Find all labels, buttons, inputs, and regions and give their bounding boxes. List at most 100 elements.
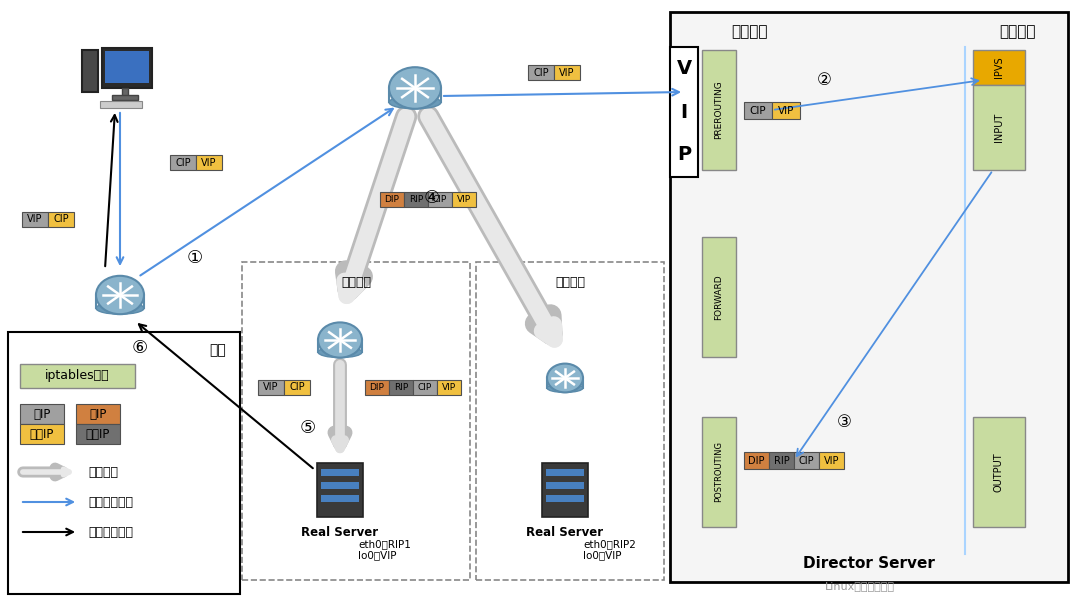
Bar: [794, 452, 819, 469]
Text: ⑥: ⑥: [132, 339, 148, 357]
Bar: [380, 192, 404, 207]
Ellipse shape: [96, 302, 144, 314]
Bar: [112, 95, 138, 100]
Text: 源IP: 源IP: [33, 408, 51, 420]
Text: CIP: CIP: [750, 106, 767, 115]
Text: CIP: CIP: [53, 214, 69, 224]
Text: CIP: CIP: [418, 383, 432, 392]
Bar: [82, 50, 98, 92]
Ellipse shape: [389, 67, 441, 109]
Text: VIP: VIP: [778, 106, 794, 115]
Text: IPVS: IPVS: [994, 57, 1004, 78]
Bar: [321, 495, 359, 502]
Text: DIP: DIP: [369, 383, 384, 392]
Ellipse shape: [96, 276, 144, 314]
Text: 源IP: 源IP: [90, 408, 107, 420]
Text: ③: ③: [837, 413, 851, 431]
Bar: [670, 47, 698, 177]
Ellipse shape: [318, 323, 362, 357]
Bar: [258, 380, 284, 395]
Text: CIP: CIP: [799, 455, 814, 466]
Bar: [102, 48, 152, 88]
Bar: [554, 65, 580, 80]
Text: 北京区域: 北京区域: [555, 276, 585, 288]
Text: P: P: [677, 145, 691, 164]
Text: DIP: DIP: [384, 195, 400, 204]
Text: eth0：RIP1: eth0：RIP1: [357, 539, 410, 549]
Text: DIP: DIP: [748, 455, 765, 466]
Bar: [744, 452, 769, 469]
Bar: [76, 404, 120, 424]
Bar: [702, 417, 735, 527]
Bar: [321, 482, 359, 489]
Bar: [170, 155, 195, 170]
Text: eth0：RIP2: eth0：RIP2: [583, 539, 636, 549]
Text: lo0：VIP: lo0：VIP: [357, 550, 396, 560]
Text: 目标IP: 目标IP: [85, 428, 110, 441]
Bar: [242, 262, 470, 580]
Text: RIP: RIP: [394, 383, 408, 392]
Bar: [318, 463, 363, 517]
Text: OUTPUT: OUTPUT: [994, 452, 1004, 492]
Bar: [48, 212, 75, 227]
Text: PREROUTING: PREROUTING: [715, 81, 724, 139]
Text: 目标IP: 目标IP: [30, 428, 54, 441]
Text: VIP: VIP: [264, 382, 279, 392]
Bar: [389, 380, 413, 395]
Bar: [546, 482, 584, 489]
Bar: [819, 452, 843, 469]
Text: VIP: VIP: [442, 383, 456, 392]
Bar: [365, 380, 389, 395]
Bar: [195, 155, 222, 170]
Ellipse shape: [389, 96, 441, 109]
Bar: [542, 463, 588, 517]
Text: RIP: RIP: [773, 455, 789, 466]
Bar: [769, 452, 794, 469]
Text: VIP: VIP: [457, 195, 471, 204]
Text: POSTROUTING: POSTROUTING: [715, 442, 724, 502]
Text: CIP: CIP: [175, 158, 191, 167]
Text: ④: ④: [424, 189, 440, 207]
Bar: [476, 262, 664, 580]
Bar: [437, 380, 461, 395]
Bar: [744, 102, 772, 119]
Bar: [670, 12, 1068, 582]
Bar: [100, 101, 141, 108]
Bar: [105, 51, 149, 83]
Text: INPUT: INPUT: [994, 113, 1004, 142]
Text: RIP: RIP: [409, 195, 423, 204]
Text: CIP: CIP: [534, 67, 549, 78]
Text: 图注: 图注: [210, 343, 227, 357]
Text: I: I: [680, 103, 688, 122]
Text: 请求报文流向: 请求报文流向: [87, 496, 133, 508]
Text: ⑤: ⑤: [300, 419, 316, 437]
Text: FORWARD: FORWARD: [715, 274, 724, 320]
Text: VIP: VIP: [824, 455, 839, 466]
Text: Director Server: Director Server: [804, 557, 935, 571]
Text: iptables的链: iptables的链: [44, 370, 109, 382]
Text: 广州区域: 广州区域: [341, 276, 372, 288]
Bar: [76, 424, 120, 444]
Bar: [21, 424, 64, 444]
Bar: [321, 469, 359, 476]
Bar: [122, 88, 129, 96]
Bar: [702, 50, 735, 170]
Text: Linux点滴运维实践: Linux点滴运维实践: [825, 581, 895, 591]
Text: 响应报文流向: 响应报文流向: [87, 525, 133, 538]
Bar: [284, 380, 310, 395]
Bar: [528, 65, 554, 80]
Text: ①: ①: [187, 249, 203, 267]
Text: CIP: CIP: [433, 195, 447, 204]
Ellipse shape: [546, 364, 583, 392]
Bar: [702, 237, 735, 357]
Bar: [772, 102, 800, 119]
Bar: [428, 192, 453, 207]
Bar: [22, 212, 48, 227]
Text: 用户空间: 用户空间: [1000, 24, 1036, 40]
Bar: [973, 50, 1025, 85]
Text: Real Server: Real Server: [526, 525, 604, 538]
Bar: [21, 404, 64, 424]
Bar: [413, 380, 437, 395]
Text: VIP: VIP: [27, 214, 43, 224]
Bar: [21, 364, 135, 388]
